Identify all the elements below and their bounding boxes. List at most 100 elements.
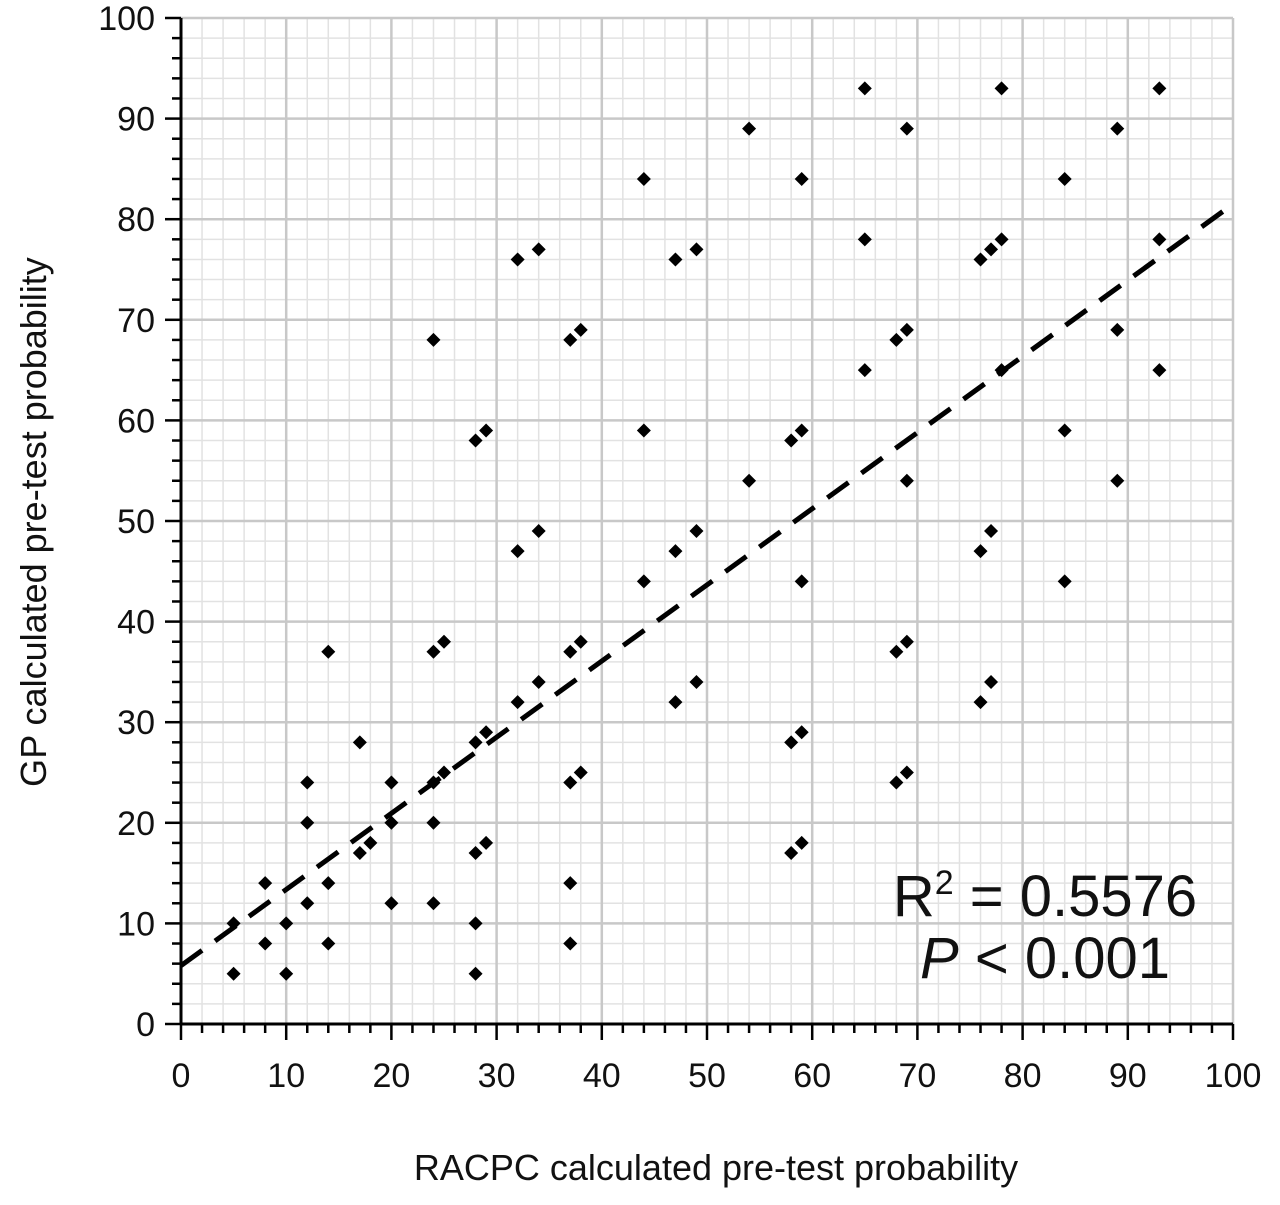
data-point — [384, 815, 399, 830]
r2-prefix: R — [892, 864, 935, 929]
data-point — [794, 171, 809, 186]
data-point — [794, 423, 809, 438]
x-tick-label: 30 — [478, 1057, 516, 1095]
r2-value: = 0.5576 — [953, 864, 1198, 929]
data-point — [636, 423, 651, 438]
data-point — [636, 171, 651, 186]
major-gridlines — [181, 16, 1235, 1024]
data-point — [321, 644, 336, 659]
data-point — [668, 252, 683, 267]
data-point — [1110, 473, 1125, 488]
data-point — [742, 121, 757, 136]
data-point — [384, 896, 399, 911]
data-point — [531, 242, 546, 257]
data-point — [426, 644, 441, 659]
x-tick-label: 0 — [172, 1057, 191, 1095]
data-point — [226, 916, 241, 931]
y-tick-label: 10 — [117, 905, 155, 943]
data-point — [889, 332, 904, 347]
data-point — [563, 332, 578, 347]
data-point — [794, 725, 809, 740]
data-point — [668, 695, 683, 710]
x-tick-label: 40 — [583, 1057, 621, 1095]
data-point — [258, 876, 273, 891]
data-point — [426, 332, 441, 347]
data-point — [784, 735, 799, 750]
data-point — [479, 725, 494, 740]
data-point — [1110, 322, 1125, 337]
data-point — [973, 544, 988, 559]
data-point — [468, 966, 483, 981]
data-point — [352, 845, 367, 860]
data-point — [363, 835, 378, 850]
data-point — [689, 674, 704, 689]
y-tick-label: 100 — [98, 0, 155, 38]
data-point — [1057, 171, 1072, 186]
data-point — [510, 252, 525, 267]
data-point — [279, 916, 294, 931]
data-point — [973, 252, 988, 267]
p-value-annotation: P < 0.001 — [880, 930, 1210, 988]
data-point — [437, 765, 451, 780]
x-tick-label: 20 — [372, 1057, 410, 1095]
data-point — [1152, 232, 1167, 247]
data-point — [426, 815, 441, 830]
data-point — [479, 423, 494, 438]
x-axis-label: RACPC calculated pre-test probability — [414, 1147, 1018, 1188]
data-point — [857, 232, 872, 247]
p-symbol: P — [920, 926, 959, 991]
y-tick-label: 90 — [117, 101, 155, 139]
data-point — [426, 775, 441, 790]
p-value: < 0.001 — [958, 926, 1170, 991]
data-point — [899, 473, 914, 488]
data-point — [984, 242, 999, 257]
y-tick-label: 50 — [117, 503, 155, 541]
data-point — [573, 765, 588, 780]
data-point — [468, 916, 483, 931]
data-point — [994, 363, 1009, 378]
data-point — [531, 524, 546, 539]
y-tick-label: 80 — [117, 201, 155, 239]
data-point — [689, 524, 704, 539]
data-point — [973, 695, 988, 710]
data-point — [563, 876, 578, 891]
x-tick-label: 60 — [793, 1057, 831, 1095]
data-point — [899, 121, 914, 136]
data-point — [742, 473, 757, 488]
data-point — [573, 322, 588, 337]
y-tick-label: 30 — [117, 704, 155, 742]
data-point — [258, 936, 273, 951]
data-point — [563, 775, 578, 790]
data-point — [899, 634, 914, 649]
data-point — [300, 815, 315, 830]
tick-marks — [165, 16, 1235, 1040]
data-point — [426, 896, 441, 911]
data-points — [226, 81, 1167, 981]
r-squared-annotation: R2 = 0.5576 — [880, 866, 1210, 926]
trendline — [179, 202, 1235, 968]
trendline-dashed — [179, 202, 1235, 968]
data-point — [300, 896, 315, 911]
x-tick-label: 100 — [1205, 1057, 1262, 1095]
data-point — [899, 322, 914, 337]
data-point — [794, 835, 809, 850]
tick-labels: 0 10 20 30 40 50 60 70 80 90 100 0 10 20 30 40 50 60 70 80 9… — [98, 0, 1261, 1095]
data-point — [468, 433, 483, 448]
data-point — [984, 524, 999, 539]
data-point — [279, 966, 294, 981]
data-point — [889, 644, 904, 659]
data-point — [226, 966, 241, 981]
x-tick-label: 90 — [1109, 1057, 1147, 1095]
y-axis-label: GP calculated pre-test probability — [13, 257, 54, 787]
data-point — [1152, 81, 1167, 96]
y-tick-label: 60 — [117, 402, 155, 440]
data-point — [857, 363, 872, 378]
y-tick-label: 0 — [136, 1006, 155, 1044]
data-point — [889, 775, 904, 790]
data-point — [994, 232, 1009, 247]
data-point — [510, 695, 525, 710]
data-point — [984, 674, 999, 689]
data-point — [352, 735, 367, 750]
data-point — [321, 936, 336, 951]
data-point — [994, 81, 1009, 96]
